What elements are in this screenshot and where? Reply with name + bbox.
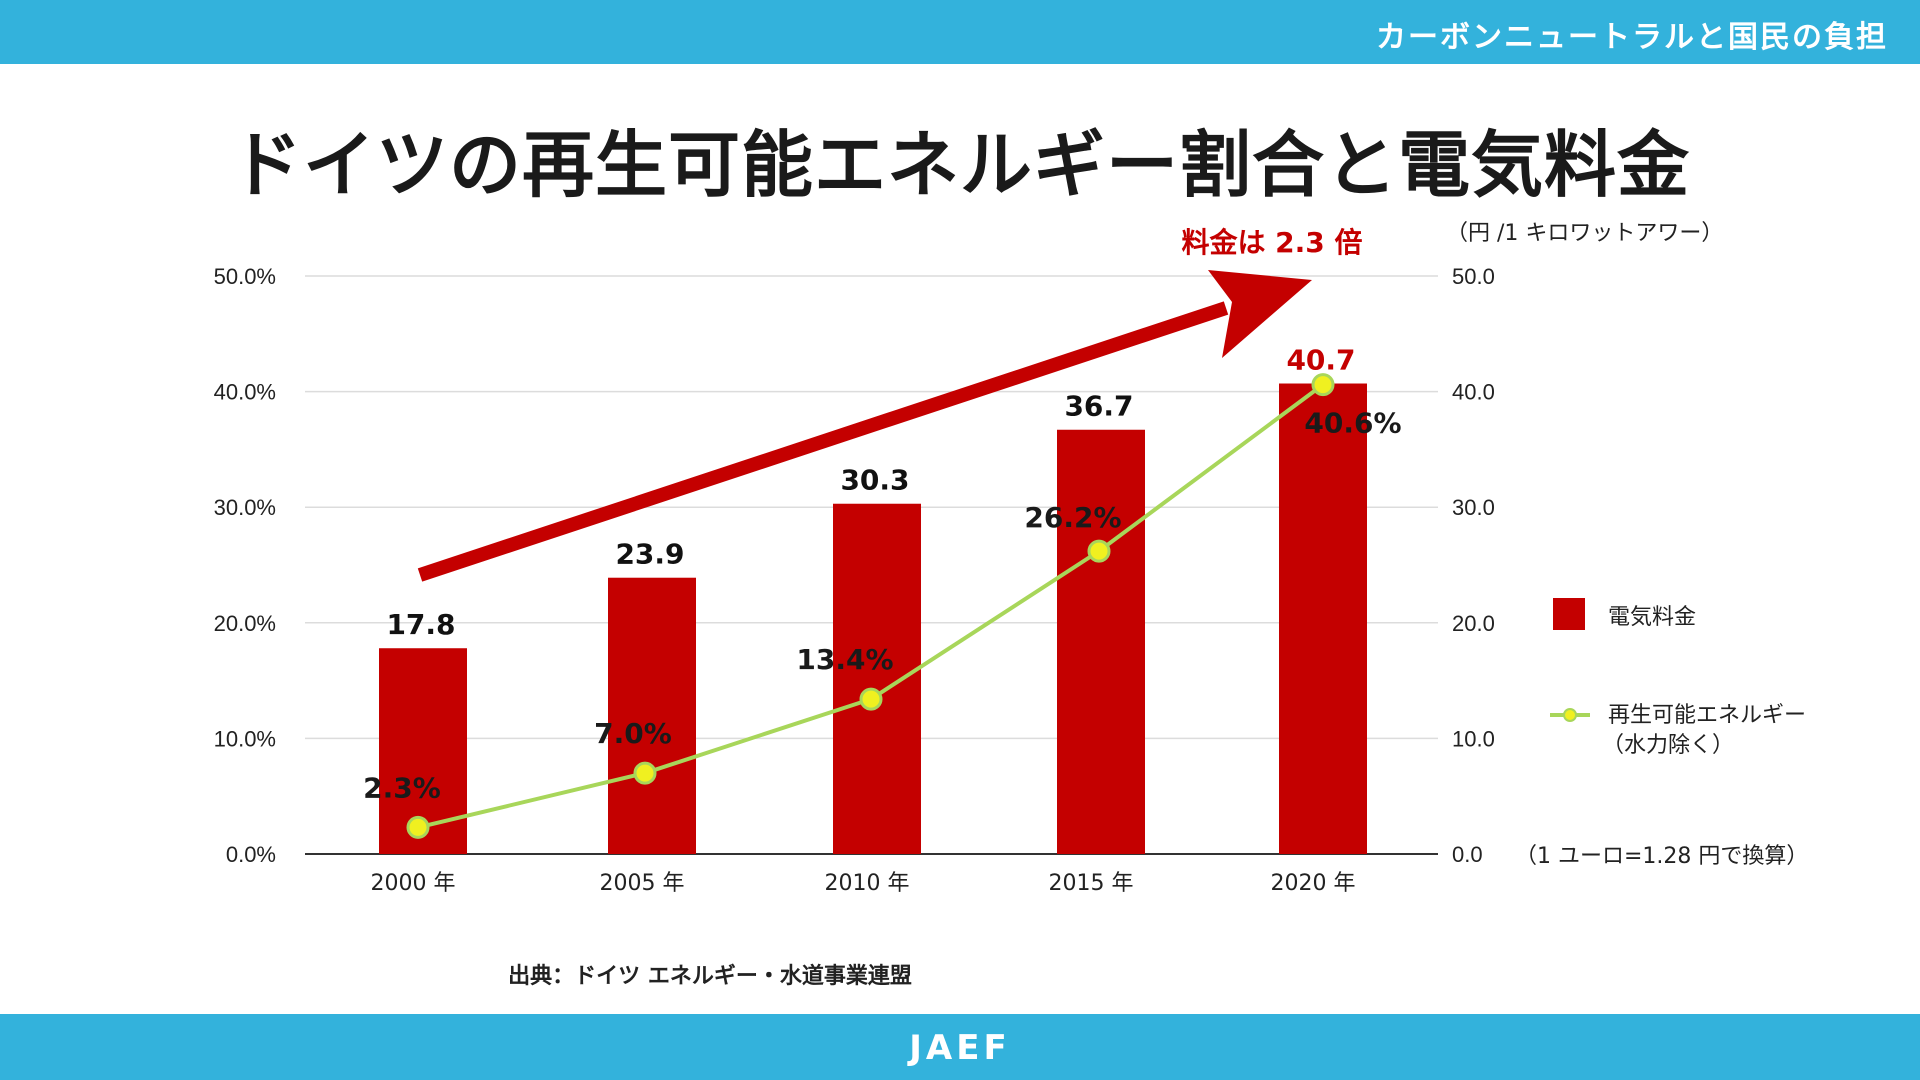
legend-line-label-2: （水力除く） <box>1602 733 1735 758</box>
right-axis-tick-label: 50.0 <box>1452 264 1495 289</box>
x-tick-label: 2010 年 <box>825 871 910 896</box>
x-tick-label: 2015 年 <box>1049 871 1134 896</box>
bar-value-label: 17.8 <box>386 608 455 641</box>
right-axis-tick-label: 40.0 <box>1452 380 1495 405</box>
bar-value-label: 30.3 <box>840 464 909 497</box>
left-axis-tick-label: 20.0% <box>214 611 276 636</box>
line-point <box>406 815 430 839</box>
right-axis-tick-label: 30.0 <box>1452 495 1495 520</box>
x-tick-label: 2000 年 <box>371 871 456 896</box>
right-axis-tick-label: 10.0 <box>1452 726 1495 751</box>
right-axis-tick-label: 0.0 <box>1452 842 1483 867</box>
line-value-label: 13.4% <box>796 643 893 676</box>
left-axis-tick-label: 40.0% <box>214 380 276 405</box>
line-point <box>859 687 883 711</box>
header-title: カーボンニュートラルと国民の負担 <box>1376 20 1888 55</box>
arrow-label: 料金は 2.3 倍 <box>1181 226 1362 259</box>
bar <box>1279 383 1367 854</box>
legend-line-label: 再生可能エネルギー <box>1608 703 1807 728</box>
line-point <box>633 761 657 785</box>
bar <box>1057 429 1145 854</box>
header-bar: カーボンニュートラルと国民の負担 <box>0 0 1920 64</box>
bar <box>833 503 921 854</box>
right-axis-tick-label: 20.0 <box>1452 611 1495 636</box>
bar <box>608 577 696 854</box>
footer-brand: JAEF <box>909 1028 1011 1068</box>
line-point <box>1087 539 1111 563</box>
left-axis-tick-label: 10.0% <box>214 726 276 751</box>
page-title: ドイツの再生可能エネルギー割合と電気料金 <box>229 123 1690 207</box>
line-value-label: 7.0% <box>594 717 672 750</box>
legend-line-swatch <box>1550 708 1590 722</box>
line-value-label: 26.2% <box>1024 501 1121 534</box>
source-note: 出典：ドイツ エネルギー・水道事業連盟 <box>508 964 912 989</box>
footer-bar: JAEF <box>0 1014 1920 1080</box>
bar-value-label: 23.9 <box>615 538 684 571</box>
legend-bar-label: 電気料金 <box>1608 605 1697 630</box>
legend-bar-swatch <box>1553 598 1585 630</box>
bar-value-label: 36.7 <box>1064 390 1133 423</box>
exchange-note: （1 ユーロ=1.28 円で換算） <box>1515 844 1808 869</box>
right-axis-unit-label: （円 /1 キロワットアワー） <box>1446 221 1723 246</box>
x-tick-label: 2005 年 <box>600 871 685 896</box>
line-value-label: 40.6% <box>1304 407 1401 440</box>
trend-arrow-shaft <box>417 301 1229 582</box>
left-axis-tick-label: 50.0% <box>214 264 276 289</box>
left-axis-tick-label: 0.0% <box>226 842 276 867</box>
x-tick-label: 2020 年 <box>1271 871 1356 896</box>
line-value-label: 2.3% <box>363 771 441 804</box>
line-point <box>1311 373 1335 397</box>
bar-value-label: 40.7 <box>1286 344 1355 377</box>
left-axis-tick-label: 30.0% <box>214 495 276 520</box>
trend-arrow-head <box>1208 270 1312 358</box>
